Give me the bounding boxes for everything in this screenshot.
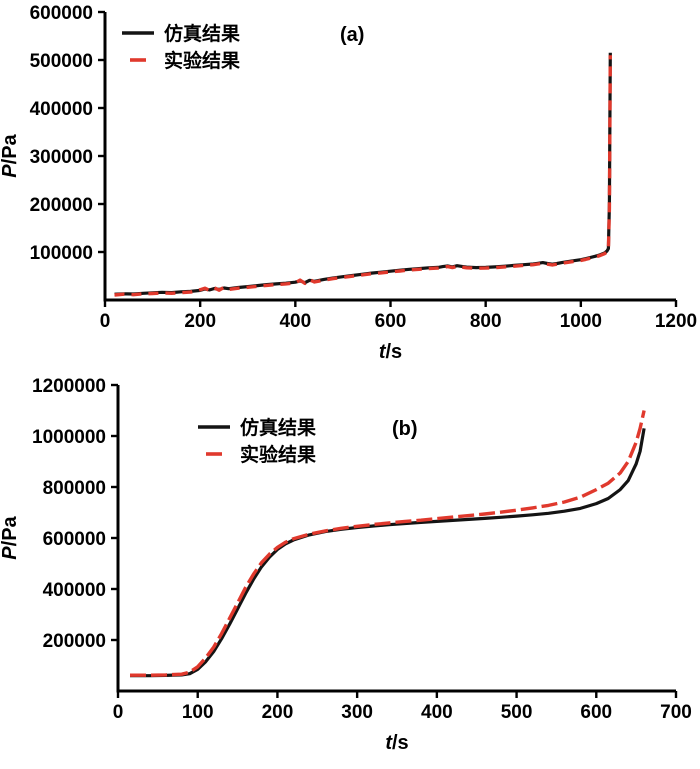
x-tick-label: 700 [660, 702, 692, 723]
y-tick-label: 800000 [43, 478, 106, 499]
x-tick-label: 600 [375, 311, 407, 332]
x-tick-label: 100 [182, 702, 214, 723]
y-axis-label: P/Pa [0, 515, 21, 559]
y-tick-label: 300000 [30, 147, 93, 168]
y-tick-label: 200000 [43, 631, 106, 652]
y-tick-label: 1000000 [32, 427, 106, 448]
x-tick-label: 400 [279, 311, 311, 332]
legend-simulation-label: 仿真结果 [164, 22, 240, 45]
x-tick-label: 200 [262, 702, 294, 723]
series-experiment-line [114, 55, 612, 297]
y-axis-label: P/Pa [0, 133, 21, 177]
y-tick-label: 200000 [30, 195, 93, 216]
chart-a: 0 200 400 600 800 1000 1200 100000 200000 300000 4… [0, 0, 700, 375]
y-tick-label: 400000 [30, 99, 93, 120]
chart-b-svg: 0 100 200 300 400 500 600 700 200000 400000 600000… [0, 376, 692, 754]
x-tick-label: 1200 [655, 311, 697, 332]
panel-label: (b) [392, 418, 418, 440]
panel-label: (a) [340, 24, 364, 46]
y-tick-label: 500000 [30, 51, 93, 72]
y-tick-label: 400000 [43, 580, 106, 601]
x-axis-label: t/s [379, 341, 402, 363]
x-tick-label: 200 [184, 311, 216, 332]
x-tick-label: 500 [501, 702, 533, 723]
y-tick-label: 1200000 [32, 376, 106, 397]
chart-a-svg: 0 200 400 600 800 1000 1200 100000 200000 300000 4… [0, 3, 697, 363]
x-axis-label: t/s [385, 732, 408, 754]
legend-experiment-label: 实验结果 [164, 49, 240, 72]
legend-simulation-label: 仿真结果 [240, 416, 316, 439]
series-simulation-line [114, 52, 612, 296]
chart-b: 0 100 200 300 400 500 600 700 200000 400000 600000… [0, 375, 700, 769]
x-tick-label: 0 [100, 311, 111, 332]
x-tick-label: 0 [113, 702, 124, 723]
y-tick-label: 600000 [30, 3, 93, 24]
series-experiment-line [130, 410, 646, 677]
x-tick-label: 600 [580, 702, 612, 723]
x-tick-label: 800 [470, 311, 502, 332]
x-tick-label: 300 [341, 702, 373, 723]
x-tick-label: 400 [421, 702, 453, 723]
series-simulation-line [130, 428, 646, 678]
legend-experiment-label: 实验结果 [240, 443, 316, 466]
y-tick-label: 600000 [43, 529, 106, 550]
x-tick-label: 1000 [560, 311, 602, 332]
y-tick-label: 100000 [30, 243, 93, 264]
